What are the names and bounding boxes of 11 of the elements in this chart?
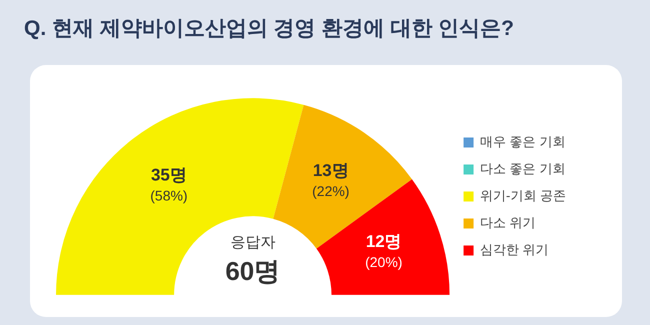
data-label: 13명 (22%)	[312, 161, 350, 200]
legend-label: 위기-기회 공존	[480, 188, 566, 204]
data-label: 12명 (20%)	[365, 232, 402, 270]
legend-label: 다소 위기	[480, 215, 536, 230]
legend-label: 매우 좋은 기회	[480, 134, 566, 150]
text: 60명	[225, 256, 280, 286]
data-label: 35명 (58%)	[150, 165, 188, 204]
chart-title: Q. 현재 제약바이오산업의 경영 환경에 대한 인식은?	[24, 16, 514, 42]
legend-label: 심각한 위기	[480, 242, 549, 258]
text: 응답자	[230, 234, 276, 252]
legend-label: 다소 좋은 기회	[480, 161, 566, 176]
